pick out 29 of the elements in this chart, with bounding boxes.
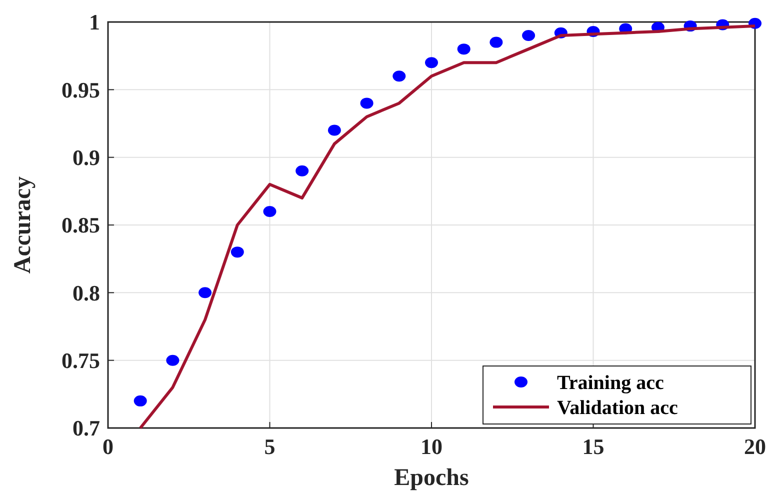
point xyxy=(392,70,406,82)
y-tick-label: 0.85 xyxy=(62,212,100,238)
point xyxy=(522,30,536,42)
point xyxy=(166,354,180,366)
point xyxy=(198,287,212,298)
point xyxy=(296,165,309,176)
point xyxy=(328,124,341,136)
point xyxy=(457,44,470,55)
point xyxy=(134,395,147,406)
y-tick-label: 0.8 xyxy=(72,280,100,306)
x-axis-title: Epochs xyxy=(394,465,469,491)
x-tick-label: 15 xyxy=(582,434,604,459)
point xyxy=(263,206,276,217)
point xyxy=(425,57,438,68)
point xyxy=(360,98,374,109)
point xyxy=(490,36,503,48)
y-tick-label: 0.7 xyxy=(72,416,100,441)
y-tick-label: 0.75 xyxy=(62,348,100,374)
x-tick-label: 0 xyxy=(102,434,114,459)
x-tick-label: 10 xyxy=(420,434,442,459)
y-tick-label: 0.95 xyxy=(62,77,100,102)
x-tick-label: 5 xyxy=(264,434,276,459)
legend-label: Training acc xyxy=(557,372,664,394)
legend-label: Validation acc xyxy=(557,397,678,419)
x-tick-label: 20 xyxy=(744,434,766,459)
y-tick-label: 0.9 xyxy=(72,145,100,170)
y-tick-label: 1 xyxy=(89,10,100,35)
y-axis-title: Accuracy xyxy=(10,176,36,274)
point xyxy=(230,246,244,258)
